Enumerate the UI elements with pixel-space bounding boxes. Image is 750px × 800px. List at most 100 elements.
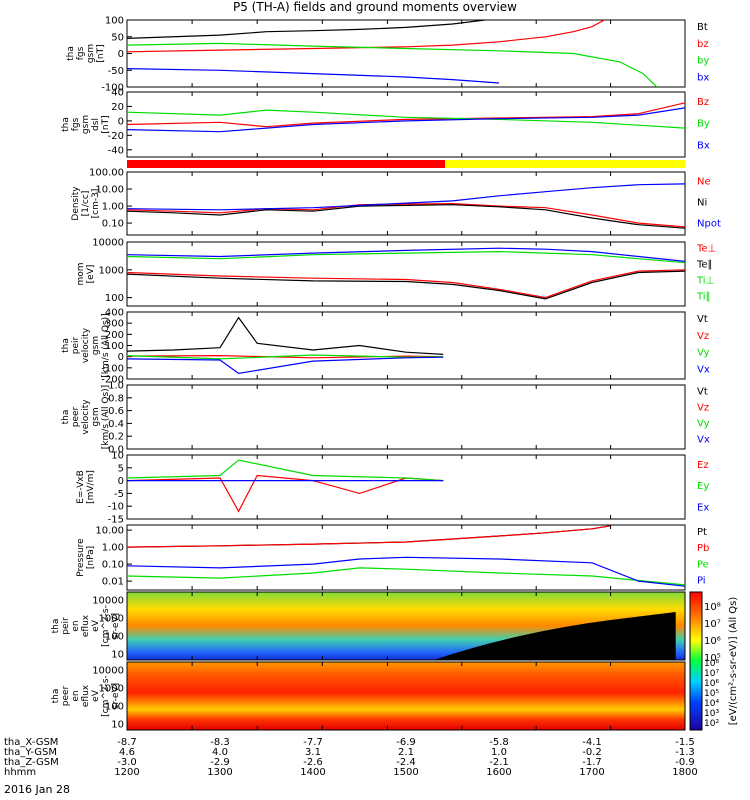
y-axis-label: peir — [61, 617, 71, 635]
y-tick-label: -200 — [101, 375, 124, 386]
y-axis-label: eflux — [81, 614, 91, 637]
series-line-bx — [127, 107, 685, 133]
legend-entry: Vy — [697, 348, 710, 359]
y-tick-label: 1.0 — [108, 381, 124, 392]
colorbar-tick-label: 10³ — [704, 709, 719, 719]
y-axis-label: en — [71, 690, 81, 701]
y-axis-label: eV — [91, 619, 101, 632]
legend-entry: Pe — [697, 559, 709, 570]
y-tick-label: -20 — [108, 131, 124, 142]
legend-entry: Npot — [697, 219, 721, 230]
colorbar-tick-label: 10⁶ — [704, 679, 719, 689]
y-axis-label: velocity — [81, 399, 91, 435]
spectrogram — [127, 662, 685, 730]
legend-entry: Vt — [697, 314, 708, 325]
series-line-ni — [127, 204, 685, 229]
y-axis-label: mom — [76, 262, 86, 285]
x-axis-row-value: -1.7 — [582, 757, 602, 768]
y-tick-label: 10.00 — [95, 185, 124, 196]
y-tick-label: 10 — [111, 451, 124, 462]
legend-entry: Ti∥ — [696, 292, 711, 303]
legend-entry: Vz — [697, 331, 709, 342]
y-axis-label: gsm — [91, 336, 101, 355]
y-axis-label: sr-eV] — [111, 683, 121, 709]
series-line-ti∥ — [127, 247, 685, 262]
y-tick-label: 0.6 — [108, 406, 124, 417]
series-line-ey — [127, 459, 444, 482]
panel-frame — [126, 661, 686, 731]
panel-frame — [126, 311, 686, 380]
x-axis-row-value: 1700 — [579, 767, 604, 778]
colorbar-tick-label: 10⁷ — [704, 619, 721, 630]
y-tick-label: 10000 — [92, 238, 124, 249]
series-line-ne — [127, 202, 685, 228]
y-tick-label: 10 — [111, 650, 124, 661]
colorbar-tick-label: 10⁵ — [704, 653, 721, 664]
legend-entry: Ex — [697, 502, 709, 513]
legend-entry: Vy — [697, 419, 710, 430]
y-axis-label: peir — [71, 336, 81, 354]
y-axis-label: gsm — [91, 407, 101, 426]
legend-entry: Bt — [697, 22, 708, 33]
legend-entry: Te⊥ — [696, 244, 716, 255]
series-line-by — [127, 109, 685, 129]
y-tick-label: 1.00 — [102, 202, 124, 213]
x-axis-row-value: 4.6 — [119, 747, 135, 758]
x-axis-row-value: -6.9 — [396, 737, 416, 748]
colorbar-tick-label: 10⁸ — [704, 659, 719, 669]
series-line-te⊥ — [127, 269, 685, 299]
y-tick-label: 40 — [111, 88, 124, 99]
y-tick-label: -10 — [108, 502, 124, 513]
legend-entry: Ne — [697, 177, 711, 188]
y-tick-label: 100.00 — [89, 168, 124, 179]
legend-entry: Te∥ — [696, 260, 713, 271]
series-line-ti⊥ — [127, 250, 685, 264]
y-axis-label: tha — [51, 619, 61, 634]
y-tick-label: 10 — [111, 720, 124, 731]
legend-entry: Ni — [697, 198, 707, 209]
series-line-bt — [127, 20, 491, 39]
y-tick-label: 0 — [118, 49, 124, 60]
mode-bar-segment — [127, 160, 446, 168]
colorbar-tick-label: 10² — [704, 719, 719, 729]
y-tick-label: 100 — [105, 16, 124, 27]
x-axis-row-value: 2.1 — [398, 747, 414, 758]
x-axis-row-value: -8.3 — [210, 737, 230, 748]
y-axis-label: tha — [61, 338, 71, 353]
x-axis-row-value: 1400 — [300, 767, 325, 778]
y-axis-label: [eV] — [86, 265, 96, 284]
colorbar-tick-label: 10⁵ — [704, 689, 719, 699]
y-axis-label: [nPa] — [86, 546, 96, 569]
panel-frame — [126, 241, 686, 307]
x-axis-row-value: -2.4 — [396, 757, 416, 768]
series-line-npot — [127, 183, 685, 211]
y-axis-label: velocity — [81, 327, 91, 363]
series-line-pi — [127, 556, 685, 587]
x-axis-row-value: -2.1 — [489, 757, 509, 768]
y-axis-label: [nT] — [101, 115, 111, 133]
y-axis-label: [cm^2-s- — [101, 675, 111, 717]
series-line-te∥ — [127, 270, 685, 300]
y-axis-label: [mV/m] — [86, 470, 96, 504]
y-tick-label: -5 — [114, 489, 124, 500]
y-tick-label: -15 — [108, 515, 124, 526]
series-line-pt — [127, 525, 611, 548]
y-tick-label: 0.0 — [108, 445, 124, 456]
y-axis-label: eV — [91, 689, 101, 702]
legend-entry: Pb — [697, 543, 709, 554]
spectrogram-empty-region — [433, 612, 676, 660]
colorbar-tick-label: 10⁴ — [704, 699, 719, 709]
panel-frame — [126, 524, 686, 591]
legend-entry: Vx — [697, 364, 710, 375]
y-axis-label: en — [71, 620, 81, 631]
x-axis-row-value: 1500 — [393, 767, 418, 778]
x-axis-row-value: -3.0 — [117, 757, 137, 768]
series-line-bz — [127, 102, 685, 128]
y-tick-label: 0.8 — [108, 393, 124, 404]
y-tick-label: 1000 — [99, 265, 124, 276]
x-axis-row-label: tha_Z-GSM — [4, 757, 59, 768]
x-axis-row-value: 1.0 — [491, 747, 507, 758]
panel-frame — [126, 384, 686, 450]
x-axis-row-label: tha_X-GSM — [4, 737, 58, 748]
y-tick-label: -100 — [101, 363, 124, 374]
